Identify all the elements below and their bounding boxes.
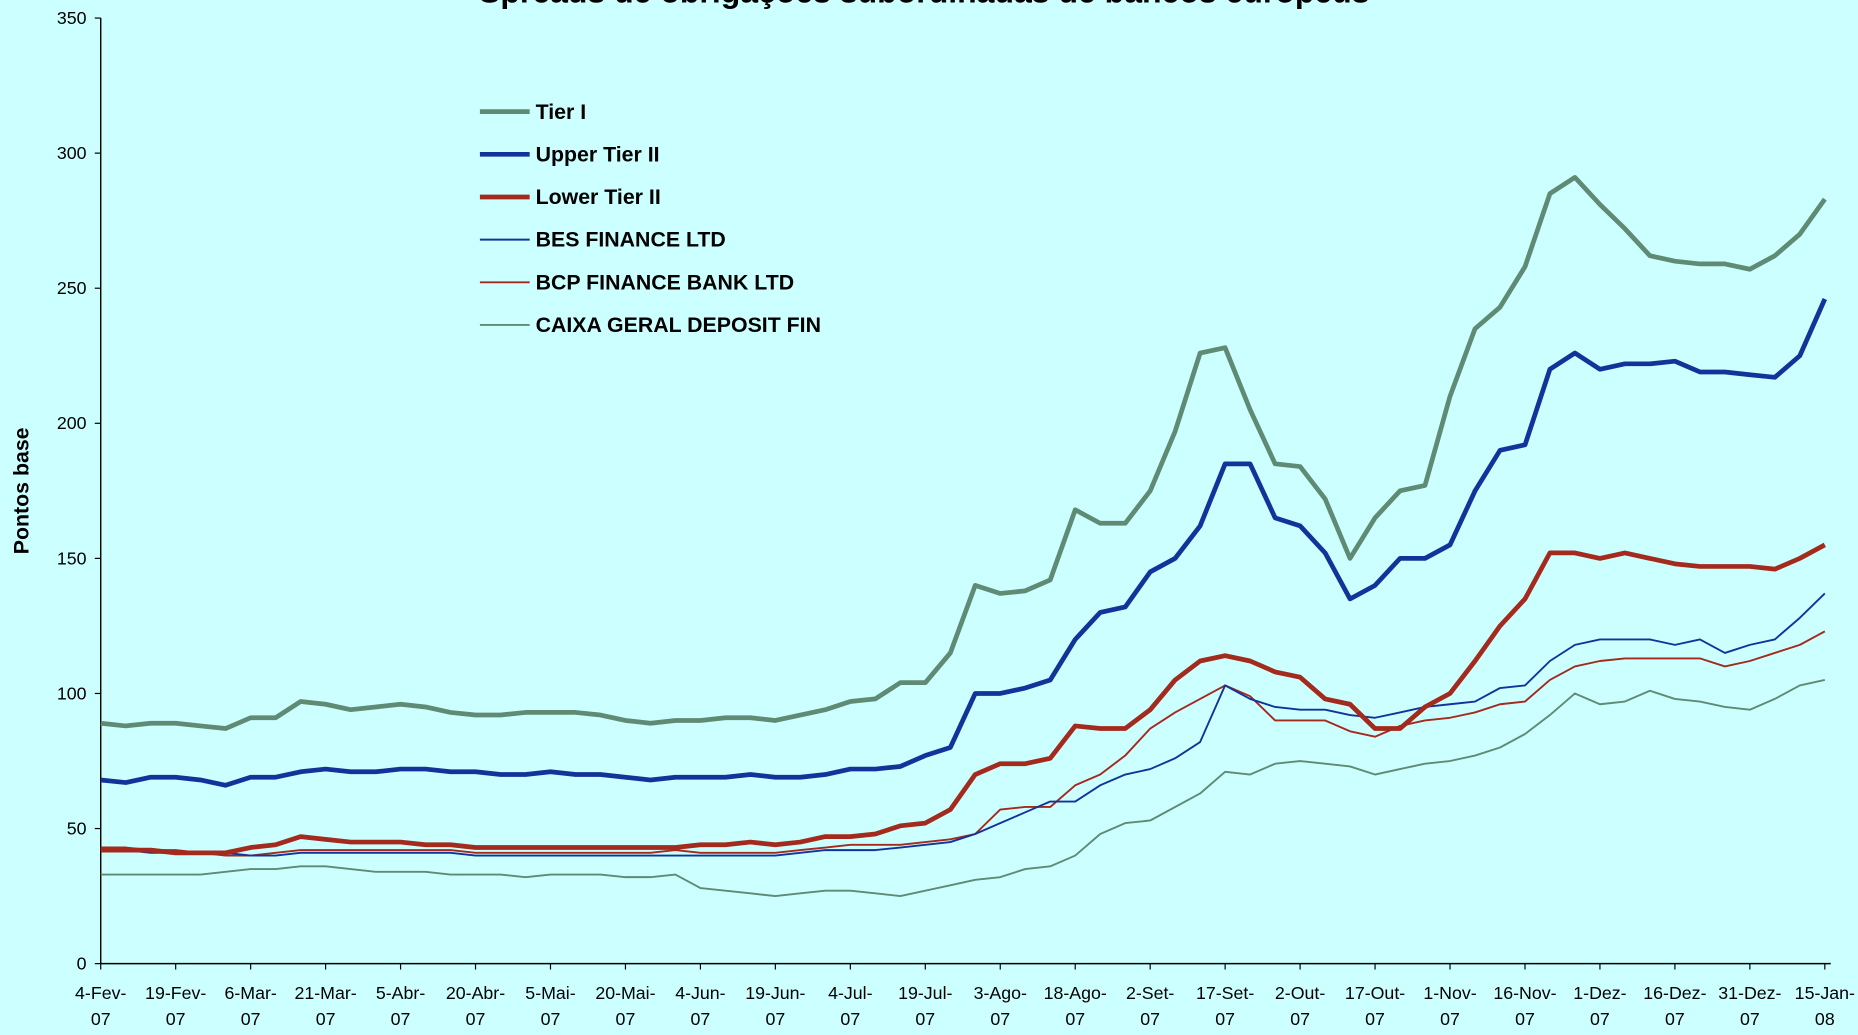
x-tick-label: 17-Out-07: [1345, 983, 1405, 1029]
y-tick-label: 0: [77, 954, 87, 974]
x-tick-label: 18-Ago-07: [1044, 983, 1107, 1029]
x-tick-label: 2-Set-07: [1126, 983, 1174, 1029]
x-tick-label: 15-Jan-08: [1795, 983, 1855, 1029]
x-tick-label: 31-Dez-07: [1718, 983, 1781, 1029]
series-line: [100, 175, 1827, 731]
x-tick-label: 5-Abr-07: [376, 983, 425, 1029]
x-tick-label: 16-Nov-07: [1493, 983, 1556, 1029]
x-tick-label: 4-Jun-07: [675, 983, 725, 1029]
x-tick-label: 19-Jun-07: [745, 983, 805, 1029]
y-axis-label: Pontos base: [9, 427, 33, 554]
y-tick-label: 250: [57, 278, 87, 298]
x-tick-label: 19-Jul-07: [898, 983, 952, 1029]
y-tick-label: 300: [57, 143, 87, 163]
series-line: [100, 298, 1827, 788]
x-tick-label: 19-Fev-07: [145, 983, 206, 1029]
x-tick-label: 21-Mar-07: [295, 983, 357, 1029]
x-tick-label: 16-Dez-07: [1643, 983, 1706, 1029]
y-tick-label: 50: [67, 818, 87, 838]
x-tick-label: 6-Mar-07: [224, 983, 276, 1029]
legend-label: CAIXA GERAL DEPOSIT FIN: [536, 313, 821, 337]
x-tick-label: 4-Fev-07: [75, 983, 126, 1029]
x-tick-label: 20-Mai-07: [595, 983, 655, 1029]
x-tick-label: 4-Jul-07: [828, 983, 873, 1029]
legend-label: Lower Tier II: [536, 185, 661, 209]
y-tick-label: 200: [57, 413, 87, 433]
y-tick-label: 350: [57, 8, 87, 28]
series-line: [100, 542, 1826, 856]
legend-label: Tier I: [536, 100, 587, 124]
series-line: [100, 679, 1826, 898]
x-tick-label: 17-Set-07: [1196, 983, 1254, 1029]
x-tick-label: 5-Mai-07: [525, 983, 575, 1029]
series-line: [100, 630, 1826, 857]
x-tick-label: 3-Ago-07: [974, 983, 1027, 1029]
legend-label: BCP FINANCE BANK LTD: [536, 270, 795, 294]
chart-title: Spreads de obrigações subordinadas de ba…: [479, 0, 1369, 10]
x-tick-label: 2-Out-07: [1275, 983, 1325, 1029]
series-line: [100, 592, 1826, 857]
x-tick-label: 1-Nov-07: [1423, 983, 1476, 1029]
legend-label: Upper Tier II: [536, 142, 660, 166]
x-tick-label: 1-Dez-07: [1573, 983, 1626, 1029]
legend-label: BES FINANCE LTD: [536, 228, 726, 252]
x-tick-label: 20-Abr-07: [446, 983, 505, 1029]
y-tick-label: 150: [57, 548, 87, 568]
y-tick-label: 100: [57, 683, 87, 703]
